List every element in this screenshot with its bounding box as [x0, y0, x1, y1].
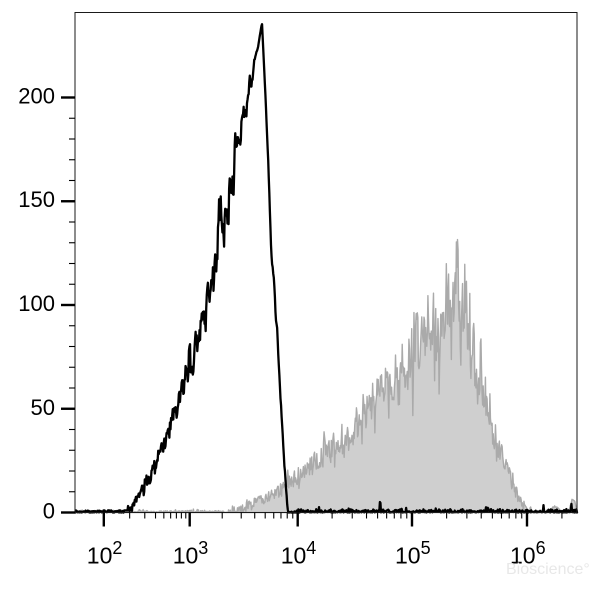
svg-text:50: 50 — [31, 395, 55, 420]
svg-text:200: 200 — [18, 84, 55, 109]
svg-text:0: 0 — [43, 499, 55, 524]
svg-text:Bioscience°: Bioscience° — [506, 561, 590, 578]
svg-text:150: 150 — [18, 187, 55, 212]
svg-text:100: 100 — [18, 291, 55, 316]
